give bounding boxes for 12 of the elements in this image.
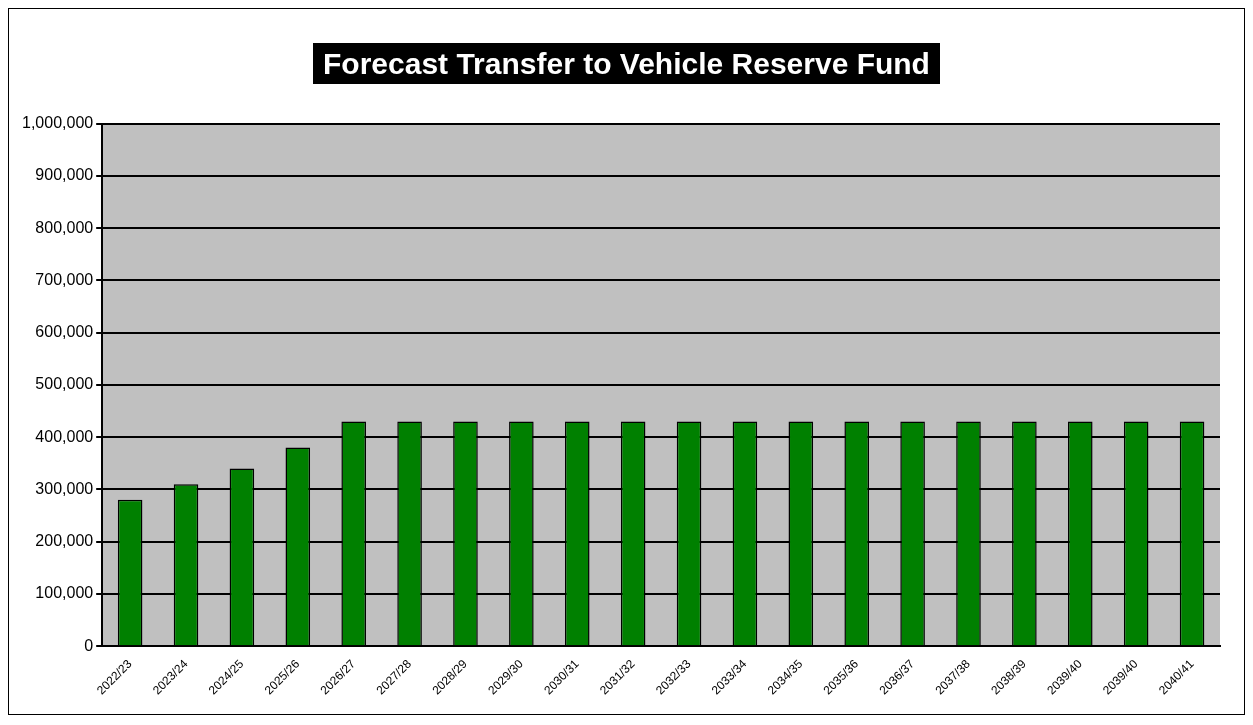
chart-title: Forecast Transfer to Vehicle Reserve Fund [313, 43, 940, 84]
y-tick-label: 900,000 [35, 166, 94, 184]
y-tick-label: 1,000,000 [21, 114, 94, 132]
y-tick-label: 200,000 [35, 532, 94, 550]
y-tick-label: 300,000 [35, 479, 94, 497]
y-tick-label: 500,000 [35, 375, 94, 393]
y-tick-label: 600,000 [35, 323, 94, 341]
y-tick-label: 700,000 [35, 270, 94, 288]
y-tick-label: 800,000 [35, 218, 94, 236]
y-tick-label: 100,000 [35, 584, 94, 602]
y-tick-label: 0 [84, 636, 94, 654]
y-tick-label: 400,000 [35, 427, 94, 445]
